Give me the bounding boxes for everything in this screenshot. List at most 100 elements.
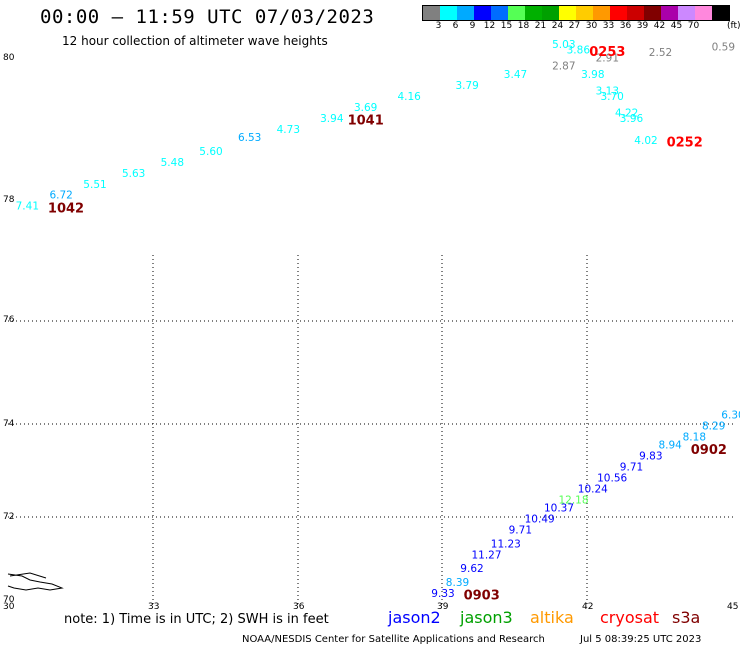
lon-label: 45 <box>727 602 738 612</box>
color-swatch <box>610 6 627 20</box>
color-scale-label: 45 <box>670 21 683 31</box>
lat-label: 70 <box>3 595 15 605</box>
color-swatch <box>474 6 491 20</box>
color-scale-label: 6 <box>452 21 459 31</box>
wave-height-label: 5.48 <box>161 157 184 169</box>
color-scale-label: 24 <box>551 21 564 31</box>
wave-height-label: 9.71 <box>620 461 643 473</box>
wave-height-label: 7.41 <box>16 201 39 213</box>
pass-time-label: 1042 <box>48 201 84 216</box>
color-scale-label: 42 <box>653 21 666 31</box>
color-scale-unit: (ft) <box>727 21 740 31</box>
wave-height-label: 3.86 <box>567 44 591 56</box>
lon-label: 39 <box>437 602 449 612</box>
lon-label: 36 <box>293 602 305 612</box>
color-scale-label: 30 <box>585 21 598 31</box>
color-swatch <box>661 6 678 20</box>
page-title: 00:00 – 11:59 UTC 07/03/2023 <box>40 6 375 28</box>
lon-label: 30 <box>3 602 15 612</box>
wave-height-label: 3.47 <box>504 69 527 81</box>
wave-height-label: 11.23 <box>491 538 521 550</box>
satellite-name: s3a <box>672 608 701 627</box>
pass-time-label: 1041 <box>348 114 384 129</box>
wave-height-label: 6.53 <box>238 132 261 144</box>
color-swatch <box>525 6 542 20</box>
wave-height-label: 3.98 <box>581 69 604 81</box>
wave-height-label: 5.03 <box>552 39 575 51</box>
wave-height-label: 8.18 <box>683 431 706 443</box>
color-scale-label: 15 <box>500 21 513 31</box>
satellite-name: altika <box>530 608 574 627</box>
color-swatch <box>440 6 457 20</box>
coastline <box>7 572 64 591</box>
color-scale-label: 18 <box>517 21 530 31</box>
wave-height-label: 5.63 <box>122 168 145 180</box>
color-swatch <box>508 6 525 20</box>
wave-height-label: 9.62 <box>460 563 483 575</box>
wave-height-label: 3.13 <box>596 85 619 97</box>
color-swatch <box>423 6 440 20</box>
color-scale-label: 27 <box>568 21 581 31</box>
wave-height-label: 5.60 <box>199 146 222 158</box>
satellite-name: jason2 <box>388 608 441 627</box>
color-scale-label: 33 <box>602 21 615 31</box>
lat-label: 78 <box>3 195 15 205</box>
lat-label: 72 <box>3 512 14 522</box>
pass-time-label: 0252 <box>667 136 703 151</box>
pass-time-label: 0253 <box>589 45 625 60</box>
wave-height-label: 4.73 <box>277 124 300 136</box>
wave-height-label: 4.22 <box>615 107 638 119</box>
color-swatch <box>576 6 593 20</box>
color-swatch <box>457 6 474 20</box>
page-subtitle: 12 hour collection of altimeter wave hei… <box>62 34 328 48</box>
wave-height-label: 8.39 <box>446 577 469 589</box>
pass-time-label: 0902 <box>691 443 727 458</box>
color-swatch <box>559 6 576 20</box>
satellite-name: jason3 <box>460 608 513 627</box>
color-scale-label: 3 <box>435 21 442 31</box>
color-swatch <box>491 6 508 20</box>
wave-height-label: 10.56 <box>597 472 627 484</box>
color-swatch <box>593 6 610 20</box>
lon-label: 33 <box>148 602 159 612</box>
wave-height-label: 11.27 <box>471 549 501 561</box>
color-swatch <box>644 6 661 20</box>
wave-height-label: 3.96 <box>620 113 644 125</box>
color-scale-label: 70 <box>687 21 700 31</box>
wave-height-label: 5.51 <box>83 179 106 191</box>
wave-height-label: 9.33 <box>431 588 454 600</box>
wave-height-label: 10.24 <box>578 483 608 495</box>
color-swatch <box>678 6 695 20</box>
wave-height-label: 3.69 <box>354 102 377 114</box>
wave-height-label: 6.72 <box>49 190 72 202</box>
wave-height-label: 2.87 <box>552 61 575 73</box>
wave-height-label: 2.91 <box>596 52 619 64</box>
wave-height-label: 8.94 <box>658 440 682 452</box>
pass-time-label: 0903 <box>464 589 500 604</box>
color-swatch <box>712 6 729 20</box>
color-swatch <box>627 6 644 20</box>
footer-note: note: 1) Time is in UTC; 2) SWH is in fe… <box>64 612 329 627</box>
wave-height-label: 4.02 <box>634 135 657 147</box>
color-swatch <box>695 6 712 20</box>
lon-label: 42 <box>582 602 593 612</box>
wave-height-label: 8.29 <box>702 420 725 432</box>
color-scale-label: 12 <box>483 21 496 31</box>
wave-height-label: 10.49 <box>525 514 555 526</box>
wave-height-label: 10.37 <box>544 503 574 515</box>
color-swatch <box>542 6 559 20</box>
color-scale-bar <box>422 5 730 21</box>
wave-height-label: 12.18 <box>558 494 588 506</box>
timestamp: Jul 5 08:39:25 UTC 2023 <box>580 634 702 645</box>
credit-line: NOAA/NESDIS Center for Satellite Applica… <box>242 634 545 645</box>
lat-label: 76 <box>3 315 15 325</box>
wave-height-label: 9.83 <box>639 451 662 463</box>
color-scale-label: 21 <box>534 21 547 31</box>
lat-label: 74 <box>3 419 15 429</box>
wave-height-label: 3.94 <box>320 113 344 125</box>
satellite-name: cryosat <box>600 608 660 627</box>
wave-height-label: 4.16 <box>397 91 421 103</box>
wave-height-label: 9.71 <box>509 525 532 537</box>
